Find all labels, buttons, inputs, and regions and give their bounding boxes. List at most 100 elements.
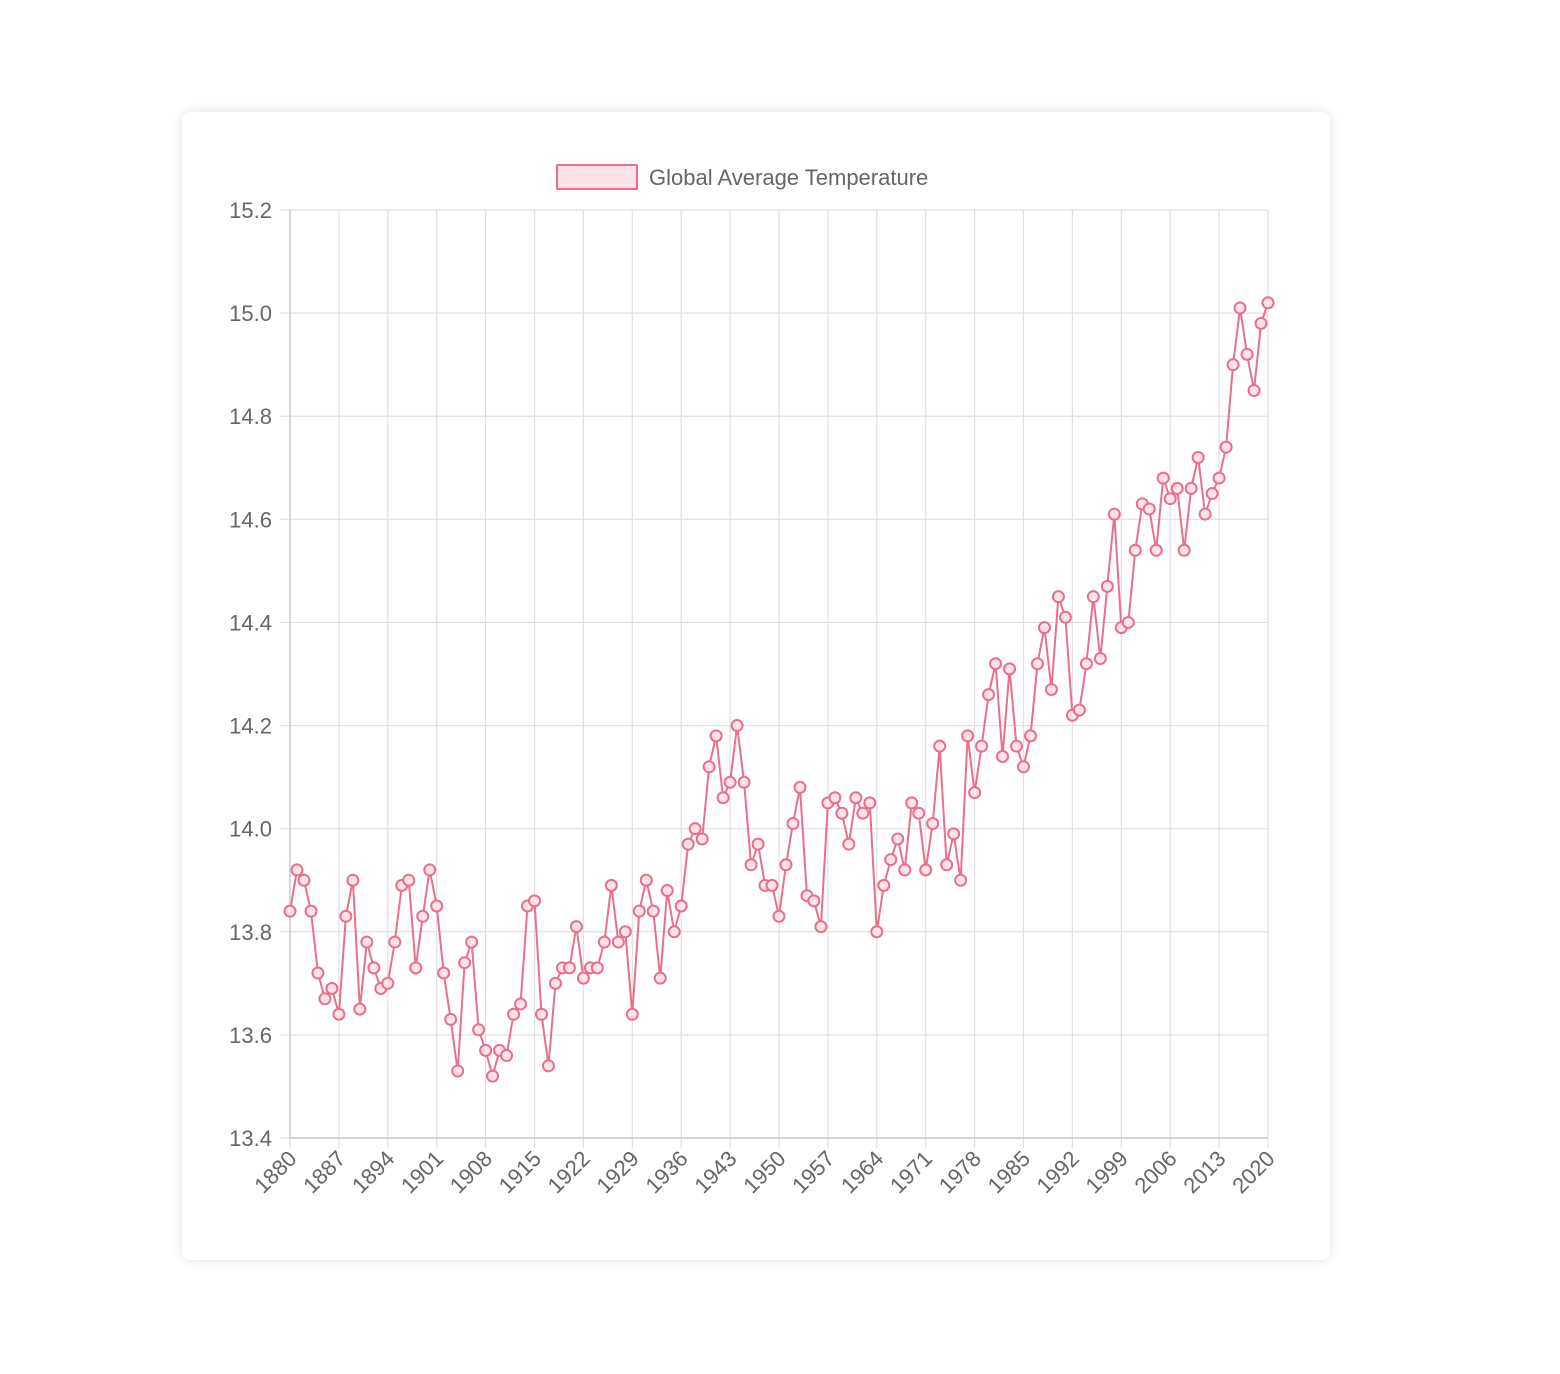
data-point[interactable] bbox=[1121, 615, 1135, 629]
data-point[interactable] bbox=[1044, 682, 1058, 696]
data-point[interactable] bbox=[947, 827, 961, 841]
data-point[interactable] bbox=[297, 873, 311, 887]
data-point[interactable] bbox=[751, 837, 765, 851]
data-point[interactable] bbox=[402, 873, 416, 887]
data-point[interactable] bbox=[1177, 543, 1191, 557]
data-point[interactable] bbox=[1240, 347, 1254, 361]
data-point[interactable] bbox=[961, 729, 975, 743]
data-point[interactable] bbox=[618, 925, 632, 939]
data-point[interactable] bbox=[730, 719, 744, 733]
data-point[interactable] bbox=[1149, 543, 1163, 557]
data-point[interactable] bbox=[1128, 543, 1142, 557]
data-point[interactable] bbox=[500, 1049, 514, 1063]
data-point[interactable] bbox=[1205, 487, 1219, 501]
data-point[interactable] bbox=[1023, 729, 1037, 743]
data-point[interactable] bbox=[304, 904, 318, 918]
data-point[interactable] bbox=[444, 1012, 458, 1026]
data-point[interactable] bbox=[1254, 316, 1268, 330]
data-point[interactable] bbox=[1072, 703, 1086, 717]
data-point[interactable] bbox=[1030, 657, 1044, 671]
data-point[interactable] bbox=[975, 739, 989, 753]
data-point[interactable] bbox=[996, 749, 1010, 763]
data-point[interactable] bbox=[940, 858, 954, 872]
data-point[interactable] bbox=[381, 976, 395, 990]
data-point[interactable] bbox=[912, 806, 926, 820]
data-point[interactable] bbox=[1163, 492, 1177, 506]
data-point[interactable] bbox=[905, 796, 919, 810]
data-point[interactable] bbox=[1003, 662, 1017, 676]
data-point[interactable] bbox=[772, 909, 786, 923]
data-point[interactable] bbox=[807, 894, 821, 908]
data-point[interactable] bbox=[814, 920, 828, 934]
data-point[interactable] bbox=[835, 806, 849, 820]
data-point[interactable] bbox=[311, 966, 325, 980]
data-point[interactable] bbox=[430, 899, 444, 913]
data-point[interactable] bbox=[653, 971, 667, 985]
data-point[interactable] bbox=[870, 925, 884, 939]
data-point[interactable] bbox=[1107, 507, 1121, 521]
data-point[interactable] bbox=[514, 997, 528, 1011]
data-point[interactable] bbox=[709, 729, 723, 743]
data-point[interactable] bbox=[919, 863, 933, 877]
data-point[interactable] bbox=[1086, 590, 1100, 604]
data-point[interactable] bbox=[681, 837, 695, 851]
data-point[interactable] bbox=[1017, 760, 1030, 774]
data-point[interactable] bbox=[793, 780, 807, 794]
data-point[interactable] bbox=[1156, 471, 1170, 485]
data-point[interactable] bbox=[416, 909, 430, 923]
data-point[interactable] bbox=[590, 961, 604, 975]
data-point[interactable] bbox=[688, 822, 702, 836]
data-point[interactable] bbox=[465, 935, 479, 949]
data-point[interactable] bbox=[479, 1043, 493, 1057]
data-point[interactable] bbox=[877, 878, 891, 892]
data-point[interactable] bbox=[765, 878, 779, 892]
data-point[interactable] bbox=[1191, 450, 1205, 464]
data-point[interactable] bbox=[437, 966, 451, 980]
data-point[interactable] bbox=[576, 971, 590, 985]
data-point[interactable] bbox=[625, 1007, 639, 1021]
data-point[interactable] bbox=[982, 688, 996, 702]
data-point[interactable] bbox=[786, 817, 800, 831]
data-point[interactable] bbox=[646, 904, 660, 918]
data-point[interactable] bbox=[346, 873, 360, 887]
data-point[interactable] bbox=[863, 796, 877, 810]
data-point[interactable] bbox=[926, 817, 940, 831]
chart-legend[interactable]: Global Average Temperature bbox=[556, 164, 928, 190]
data-point[interactable] bbox=[611, 935, 625, 949]
data-point[interactable] bbox=[339, 909, 353, 923]
data-point[interactable] bbox=[548, 976, 562, 990]
data-point[interactable] bbox=[569, 920, 583, 934]
data-point[interactable] bbox=[1037, 621, 1051, 635]
data-point[interactable] bbox=[1198, 507, 1212, 521]
data-point[interactable] bbox=[1219, 440, 1233, 454]
data-point[interactable] bbox=[1233, 301, 1247, 315]
data-point[interactable] bbox=[723, 775, 737, 789]
data-point[interactable] bbox=[660, 884, 674, 898]
data-point[interactable] bbox=[954, 873, 968, 887]
data-point[interactable] bbox=[737, 775, 751, 789]
data-point[interactable] bbox=[472, 1023, 486, 1037]
data-point[interactable] bbox=[367, 961, 381, 975]
data-point[interactable] bbox=[674, 899, 688, 913]
data-point[interactable] bbox=[744, 858, 758, 872]
data-point[interactable] bbox=[933, 739, 947, 753]
data-point[interactable] bbox=[534, 1007, 548, 1021]
data-point[interactable] bbox=[1051, 590, 1065, 604]
data-point[interactable] bbox=[325, 981, 339, 995]
data-point[interactable] bbox=[597, 935, 611, 949]
data-point[interactable] bbox=[898, 863, 912, 877]
data-point[interactable] bbox=[639, 873, 653, 887]
data-point[interactable] bbox=[968, 786, 982, 800]
data-point[interactable] bbox=[318, 992, 332, 1006]
data-point[interactable] bbox=[1261, 296, 1275, 310]
data-point[interactable] bbox=[1170, 481, 1184, 495]
data-point[interactable] bbox=[1100, 579, 1114, 593]
data-point[interactable] bbox=[1212, 471, 1226, 485]
data-point[interactable] bbox=[884, 853, 898, 867]
data-point[interactable] bbox=[332, 1007, 346, 1021]
data-point[interactable] bbox=[632, 904, 646, 918]
data-point[interactable] bbox=[353, 1002, 367, 1016]
data-point[interactable] bbox=[283, 904, 297, 918]
data-point[interactable] bbox=[562, 961, 576, 975]
data-point[interactable] bbox=[507, 1007, 521, 1021]
